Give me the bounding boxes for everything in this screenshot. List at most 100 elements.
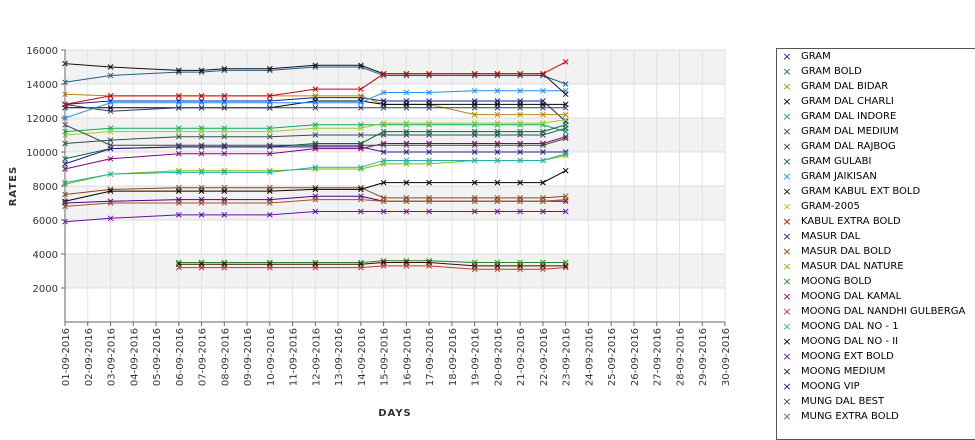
data-point — [107, 93, 114, 99]
data-point — [517, 111, 524, 118]
legend-label: GRAM KABUL EXT BOLD — [801, 186, 921, 197]
axes: 2000 4000 6000 8000 10000 12000 14000 16000 01-0… — [26, 46, 732, 386]
data-point — [380, 128, 387, 135]
data-point — [175, 169, 182, 176]
data-point — [358, 93, 364, 99]
data-point — [562, 59, 569, 65]
data-point — [517, 149, 524, 155]
legend-marker-icon: × — [782, 365, 792, 378]
data-point — [426, 198, 432, 205]
legend-label: GRAM DAL MEDIUM — [801, 126, 899, 137]
x-tick-label: 19-09-2016 — [471, 328, 482, 386]
legend-item: × GRAM DAL BIDAR — [777, 79, 975, 94]
data-point — [517, 157, 524, 164]
legend-item: × GRAM DAL MEDIUM — [777, 124, 975, 139]
legend-item: × MOONG VIP — [777, 379, 975, 394]
data-point — [312, 93, 319, 99]
data-point — [380, 104, 387, 111]
data-point — [562, 81, 569, 87]
data-point — [403, 198, 410, 205]
data-point — [540, 157, 546, 164]
data-point — [312, 164, 319, 171]
legend-item: × GRAM — [777, 49, 975, 64]
data-point — [540, 70, 546, 77]
data-point — [266, 133, 273, 140]
data-point — [198, 133, 205, 140]
data-point — [221, 150, 228, 157]
data-point — [517, 142, 524, 149]
data-point — [107, 99, 114, 106]
data-point — [426, 149, 432, 155]
data-point — [221, 104, 228, 111]
x-tick-label: 12-09-2016 — [311, 328, 322, 386]
legend-item: × MOONG EXT BOLD — [777, 349, 975, 364]
legend-label: MOONG BOLD — [801, 276, 872, 287]
data-point — [562, 135, 569, 142]
data-point — [312, 196, 319, 203]
data-point — [358, 164, 364, 171]
data-point — [380, 120, 387, 126]
data-point — [107, 215, 114, 222]
legend-item: × MOONG MEDIUM — [777, 364, 975, 379]
data-point — [380, 179, 387, 186]
legend-label: MASUR DAL — [801, 231, 861, 242]
legend-item: × GRAM-2005 — [777, 199, 975, 214]
data-point — [494, 104, 501, 111]
x-tick-label: 18-09-2016 — [448, 328, 459, 386]
x-tick-label: 11-09-2016 — [289, 328, 300, 386]
data-point — [471, 157, 478, 164]
series-line — [178, 260, 566, 263]
data-point — [562, 133, 569, 140]
data-point — [517, 70, 524, 77]
data-point — [403, 120, 410, 126]
data-point — [107, 64, 114, 70]
data-point — [562, 167, 569, 174]
x-tick-label: 04-09-2016 — [129, 328, 140, 386]
data-point — [221, 169, 228, 176]
series-line — [64, 103, 566, 112]
series-24 — [62, 196, 569, 210]
x-tick-label: 06-09-2016 — [175, 328, 186, 386]
data-point — [107, 128, 114, 135]
data-point — [562, 208, 569, 215]
data-point — [471, 149, 478, 155]
data-point — [358, 104, 364, 111]
series-line — [64, 66, 566, 85]
legend-item: × MASUR DAL BOLD — [777, 244, 975, 259]
legend-marker-icon: × — [782, 215, 792, 228]
series-6 — [62, 101, 569, 115]
data-point — [494, 128, 501, 135]
x-tick-label: 08-09-2016 — [220, 328, 231, 386]
y-tick-label: 16000 — [26, 46, 58, 57]
legend-item: × MOONG DAL NO - II — [777, 334, 975, 349]
data-point — [494, 142, 501, 149]
data-point — [517, 198, 524, 205]
data-point — [426, 89, 432, 96]
data-point — [517, 128, 524, 135]
data-point — [562, 263, 569, 269]
legend-marker-icon: × — [782, 275, 792, 288]
data-point — [198, 150, 205, 157]
data-point — [266, 169, 273, 176]
data-point — [494, 111, 501, 118]
series-21 — [175, 259, 569, 269]
data-point — [517, 104, 524, 111]
series-line — [64, 97, 567, 122]
x-tick-label: 17-09-2016 — [425, 328, 436, 386]
data-point — [221, 133, 228, 140]
data-point — [517, 263, 524, 269]
data-point — [517, 120, 524, 126]
series-line — [64, 124, 566, 146]
data-point — [266, 65, 273, 72]
y-tick-label: 6000 — [33, 216, 58, 227]
legend-marker-icon: × — [782, 125, 792, 138]
data-point — [175, 99, 182, 106]
data-point — [494, 149, 501, 155]
data-point — [471, 87, 478, 94]
legend-marker-icon: × — [782, 395, 792, 408]
series-line — [64, 119, 566, 136]
data-point — [540, 128, 546, 135]
data-point — [403, 104, 410, 111]
data-point — [471, 179, 478, 186]
legend-marker-icon: × — [782, 65, 792, 78]
